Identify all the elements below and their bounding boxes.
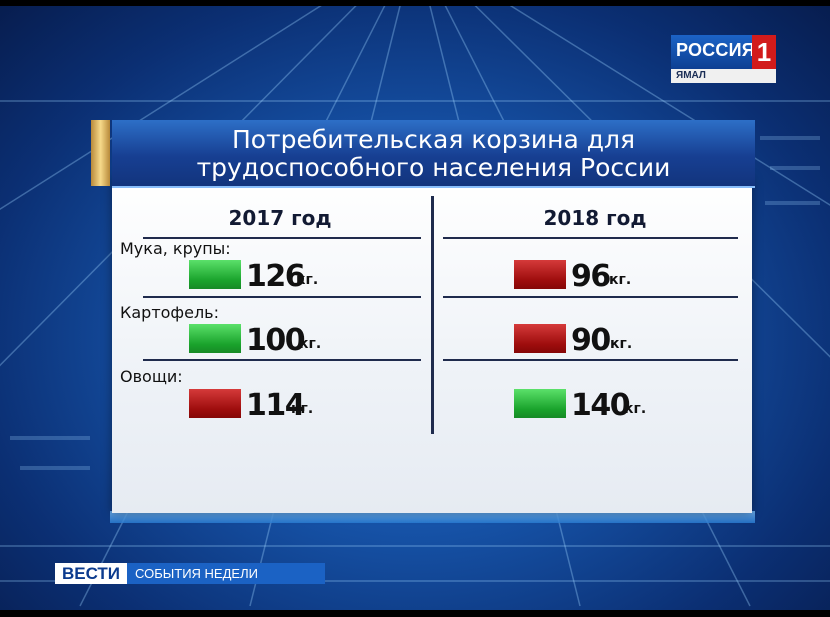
category-label-vegetables: Овощи:: [120, 367, 183, 386]
value-2018-vegetables: 140: [571, 388, 631, 423]
unit-2018-vegetables: кг.: [624, 401, 647, 417]
value-2017-vegetables: 114: [246, 388, 306, 423]
value-2017-potato: 100: [246, 323, 306, 358]
swatch-2018-vegetables: [514, 389, 566, 418]
category-label-potato: Картофель:: [120, 303, 219, 322]
row-line: [443, 359, 738, 361]
swatch-2017-potato: [189, 324, 241, 353]
year-2017-header: 2017 год: [228, 206, 332, 230]
tv-screen: РОССИЯ 1 ЯМАЛ Потребительская корзина дл…: [0, 6, 830, 610]
title-bar: Потребительская корзина для трудоспособн…: [112, 120, 755, 188]
row-line: [443, 237, 738, 239]
card-title-line1: Потребительская корзина для: [231, 125, 636, 154]
ticker-brand: ВЕСТИ: [55, 563, 127, 584]
category-label-flour: Мука, крупы:: [120, 239, 231, 258]
card-base-glow: [110, 511, 755, 523]
swatch-2017-flour: [189, 260, 241, 289]
unit-2017-flour: кг.: [296, 272, 319, 288]
swatch-2018-flour: [514, 260, 566, 289]
unit-2017-vegetables: кг.: [291, 401, 314, 417]
row-line: [443, 296, 738, 298]
title-gold-accent: [91, 120, 110, 186]
channel-region: ЯМАЛ: [671, 69, 776, 83]
value-2018-flour: 96: [571, 259, 611, 294]
channel-number: 1: [752, 35, 776, 69]
card-title-line2: трудоспособного населения России: [196, 153, 671, 182]
value-2018-potato: 90: [571, 323, 611, 358]
channel-name: РОССИЯ: [676, 40, 755, 60]
swatch-2017-vegetables: [189, 389, 241, 418]
swatch-2018-potato: [514, 324, 566, 353]
unit-2018-potato: кг.: [610, 336, 633, 352]
unit-2018-flour: кг.: [609, 272, 632, 288]
channel-logo-main: РОССИЯ 1: [671, 35, 776, 69]
unit-2017-potato: кг.: [299, 336, 322, 352]
channel-logo: РОССИЯ 1 ЯМАЛ: [671, 35, 776, 85]
row-line: [143, 296, 421, 298]
row-line: [143, 359, 421, 361]
column-divider: [431, 196, 434, 434]
ticker-program: СОБЫТИЯ НЕДЕЛИ: [127, 563, 325, 584]
value-2017-flour: 126: [246, 259, 306, 294]
card-title: Потребительская корзина для трудоспособн…: [112, 126, 755, 182]
year-2018-header: 2018 год: [543, 206, 647, 230]
row-line: [143, 237, 421, 239]
